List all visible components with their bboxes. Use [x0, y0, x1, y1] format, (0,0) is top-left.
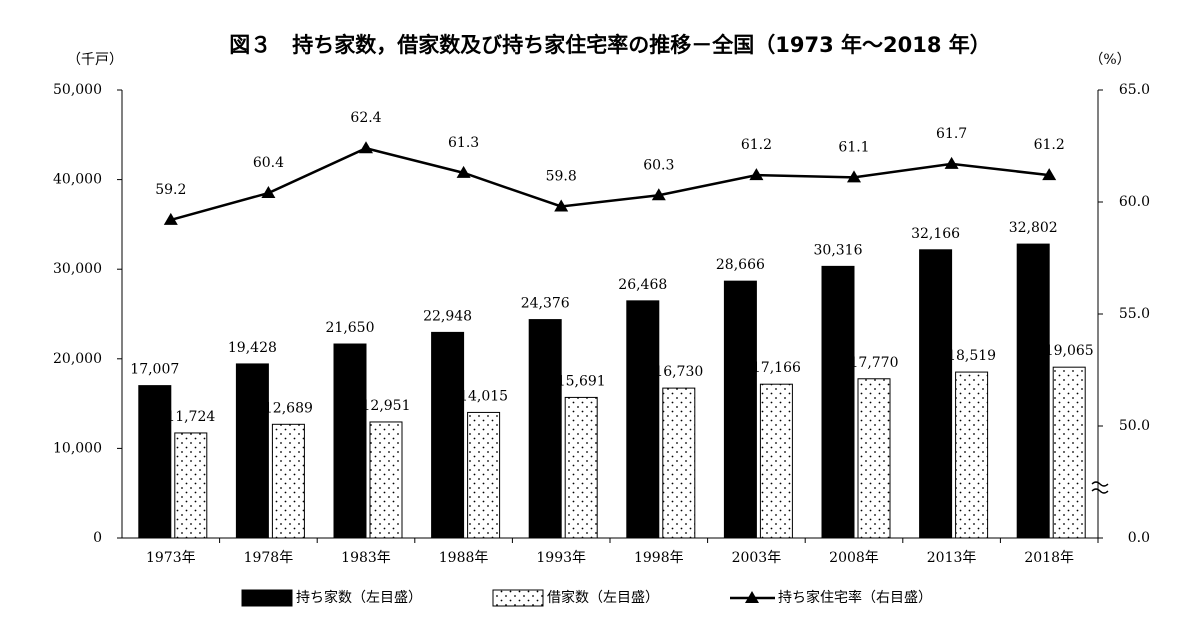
- bar: [528, 319, 562, 539]
- data-label: 11,724: [166, 409, 215, 425]
- bar: [1052, 366, 1086, 539]
- y2-tick-label: 50.0: [1119, 418, 1150, 434]
- y2-tick-label: 55.0: [1119, 306, 1150, 322]
- bar: [271, 423, 305, 539]
- y-tick-label: 40,000: [53, 172, 102, 188]
- data-label: 22,948: [423, 308, 472, 324]
- x-tick-label: 1993年: [536, 550, 586, 566]
- bar: [333, 343, 367, 539]
- x-tick-label: 1983年: [341, 550, 391, 566]
- data-label: 18,519: [947, 348, 996, 364]
- bar: [564, 396, 598, 539]
- marker: [359, 141, 373, 154]
- y-tick-label: 10,000: [53, 440, 102, 456]
- bar: [723, 280, 757, 539]
- bar: [919, 249, 953, 539]
- data-label: 59.2: [155, 182, 186, 198]
- data-label: 12,689: [264, 400, 313, 416]
- y-tick-label: 50,000: [53, 82, 102, 98]
- data-label: 30,316: [814, 242, 863, 258]
- data-label: 28,666: [716, 257, 765, 273]
- data-label: 24,376: [521, 296, 570, 312]
- x-tick-label: 1988年: [439, 550, 489, 566]
- data-label: 61.7: [936, 126, 967, 142]
- x-tick-label: 2008年: [829, 550, 879, 566]
- marker: [1042, 168, 1057, 181]
- marker: [261, 186, 276, 199]
- x-tick-label: 1973年: [146, 550, 196, 566]
- data-label: 59.8: [546, 168, 577, 184]
- chart-title: 図３ 持ち家数，借家数及び持ち家住宅率の推移－全国（1973 年～2018 年）: [229, 33, 991, 57]
- data-label: 32,802: [1009, 220, 1058, 236]
- data-label: 19,428: [228, 340, 277, 356]
- bar: [138, 385, 172, 539]
- bar: [662, 387, 696, 539]
- y-tick-label: 0: [93, 530, 102, 546]
- marker: [944, 156, 959, 169]
- data-label: 61.2: [1034, 137, 1065, 153]
- y-axis-label: （千戸）: [67, 52, 123, 68]
- marker: [749, 168, 764, 181]
- data-label: 61.3: [448, 135, 479, 151]
- x-tick-label: 2018年: [1024, 550, 1074, 566]
- bar: [235, 363, 269, 539]
- data-label: 26,468: [618, 277, 667, 293]
- y-tick-label: 30,000: [53, 261, 102, 277]
- data-label: 61.2: [741, 137, 772, 153]
- x-tick-label: 1978年: [244, 550, 294, 566]
- data-label: 60.4: [253, 155, 284, 171]
- data-label: 15,691: [557, 373, 606, 389]
- bar: [431, 331, 465, 539]
- y2-tick-label: 65.0: [1119, 82, 1150, 98]
- data-label: 14,015: [459, 388, 508, 404]
- x-tick-label: 2003年: [732, 550, 782, 566]
- data-label: 60.3: [643, 157, 674, 173]
- bar: [626, 300, 660, 539]
- bar: [955, 371, 989, 539]
- bar: [857, 378, 891, 539]
- legend-label: 借家数（左目盛）: [547, 589, 659, 606]
- y-tick-label: 20,000: [53, 351, 102, 367]
- legend-swatch: [492, 589, 544, 607]
- legend-label: 持ち家数（左目盛）: [296, 589, 422, 606]
- x-tick-label: 2013年: [927, 550, 977, 566]
- legend-marker: [745, 591, 759, 603]
- bar: [821, 265, 855, 539]
- bar: [174, 432, 208, 539]
- data-label: 17,007: [130, 362, 179, 378]
- y2-tick-label: 0.0: [1128, 530, 1150, 546]
- data-label: 17,770: [850, 355, 899, 371]
- legend-label: 持ち家住宅率（右目盛）: [778, 589, 932, 606]
- bar: [467, 411, 501, 539]
- marker: [847, 170, 861, 183]
- x-tick-label: 1998年: [634, 550, 684, 566]
- bar: [369, 421, 403, 539]
- data-label: 16,730: [654, 364, 703, 380]
- data-label: 62.4: [350, 110, 381, 126]
- bar: [1016, 243, 1050, 539]
- y2-axis-label: （%）: [1089, 52, 1130, 68]
- marker: [163, 212, 178, 225]
- axis-break: [1091, 481, 1109, 494]
- data-label: 32,166: [911, 226, 960, 242]
- marker: [554, 199, 569, 212]
- data-label: 61.1: [838, 139, 869, 155]
- data-label: 19,065: [1045, 343, 1094, 359]
- legend-swatch: [241, 589, 293, 607]
- data-label: 17,166: [752, 360, 801, 376]
- marker: [651, 188, 666, 201]
- line: [170, 146, 1050, 222]
- data-label: 21,650: [326, 320, 375, 336]
- y2-tick-label: 60.0: [1119, 194, 1150, 210]
- bar: [759, 383, 793, 539]
- data-label: 12,951: [362, 398, 411, 414]
- marker: [456, 165, 471, 178]
